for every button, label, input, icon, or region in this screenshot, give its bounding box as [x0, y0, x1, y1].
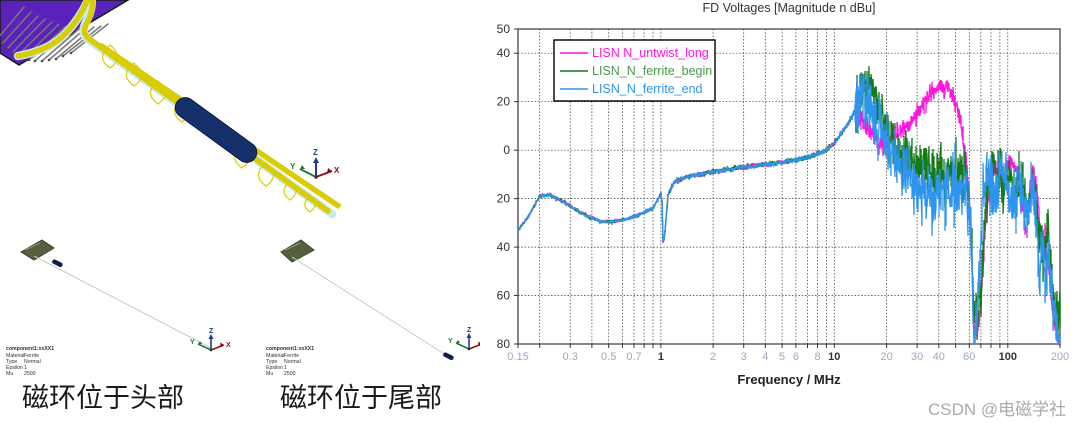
- svg-text:3: 3: [741, 351, 747, 363]
- svg-text:component1:xxXX1: component1:xxXX1: [266, 346, 314, 352]
- svg-text:0.3: 0.3: [563, 351, 578, 363]
- svg-text:200: 200: [1051, 351, 1069, 363]
- svg-text:Frequency / MHz: Frequency / MHz: [737, 372, 841, 387]
- svg-text:磁环位于尾部: 磁环位于尾部: [280, 383, 442, 413]
- svg-text:40: 40: [497, 240, 511, 254]
- svg-text:X: X: [334, 166, 340, 175]
- svg-text:LISN N_untwist_long: LISN N_untwist_long: [592, 46, 709, 60]
- svg-text:Y: Y: [190, 339, 195, 346]
- svg-text:10: 10: [828, 351, 840, 363]
- svg-text:CSDN @电磁学社: CSDN @电磁学社: [928, 400, 1066, 419]
- svg-text:0.15: 0.15: [507, 351, 528, 363]
- svg-text:component1:xxXX1: component1:xxXX1: [6, 346, 54, 352]
- svg-text:1: 1: [658, 351, 664, 363]
- svg-text:2500: 2500: [284, 371, 296, 377]
- svg-text:LISN_N_ferrite_begin: LISN_N_ferrite_begin: [592, 64, 712, 78]
- svg-text:40: 40: [933, 351, 945, 363]
- svg-text:20: 20: [880, 351, 892, 363]
- svg-text:Mu: Mu: [6, 371, 13, 377]
- svg-text:0: 0: [503, 143, 510, 157]
- svg-text:磁环位于头部: 磁环位于头部: [22, 383, 184, 413]
- svg-text:60: 60: [497, 289, 511, 303]
- svg-text:80: 80: [497, 337, 511, 351]
- svg-text:Y: Y: [290, 162, 296, 171]
- svg-text:100: 100: [999, 351, 1017, 363]
- svg-text:Y: Y: [448, 338, 453, 345]
- svg-text:0.5: 0.5: [601, 351, 616, 363]
- svg-text:30: 30: [911, 351, 923, 363]
- svg-text:FD Voltages [Magnitude n dBu]: FD Voltages [Magnitude n dBu]: [702, 1, 875, 15]
- svg-text:Z: Z: [313, 148, 318, 157]
- svg-text:50: 50: [497, 22, 511, 36]
- svg-text:6: 6: [793, 351, 799, 363]
- svg-text:8: 8: [814, 351, 820, 363]
- svg-text:40: 40: [497, 46, 511, 60]
- svg-text:Z: Z: [467, 327, 472, 334]
- svg-text:LISN_N_ferrite_end: LISN_N_ferrite_end: [592, 82, 703, 96]
- svg-text:Mu: Mu: [266, 371, 273, 377]
- svg-text:2: 2: [710, 351, 716, 363]
- svg-text:2500: 2500: [24, 371, 36, 377]
- svg-text:60: 60: [963, 351, 975, 363]
- svg-text:X: X: [226, 342, 231, 349]
- svg-text:20: 20: [497, 95, 511, 109]
- svg-text:5: 5: [779, 351, 785, 363]
- svg-text:0.7: 0.7: [626, 351, 641, 363]
- svg-text:20: 20: [497, 192, 511, 206]
- svg-text:4: 4: [762, 351, 768, 363]
- svg-text:Z: Z: [209, 328, 214, 335]
